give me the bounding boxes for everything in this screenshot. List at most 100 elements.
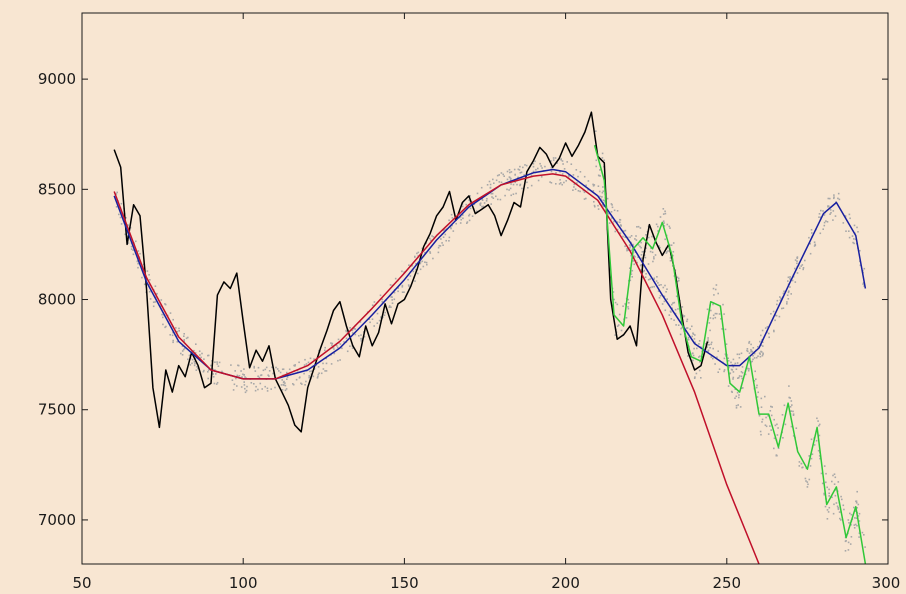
noise-point (360, 340, 363, 342)
noise-point (503, 175, 505, 177)
noise-point (761, 341, 764, 343)
noise-point (848, 230, 850, 232)
noise-point (595, 130, 597, 132)
x-tick-label: 250 (712, 574, 741, 592)
noise-point (295, 378, 298, 381)
noise-point (732, 376, 735, 379)
noise-point (844, 215, 847, 217)
noise-point (593, 201, 595, 203)
noise-point (401, 284, 404, 287)
noise-point (831, 496, 833, 499)
noise-point (663, 300, 666, 303)
noise-point (772, 310, 775, 313)
noise-point (622, 305, 624, 307)
noise-point (764, 327, 767, 329)
noise-point (685, 327, 688, 329)
noise-point (598, 190, 601, 193)
noise-point (240, 386, 243, 388)
noise-point (651, 251, 654, 254)
noise-point (735, 407, 738, 409)
noise-point (237, 364, 240, 367)
noise-point (637, 225, 640, 228)
noise-point (856, 507, 858, 509)
noise-point (378, 319, 381, 322)
noise-point (863, 267, 866, 270)
noise-point (732, 371, 735, 373)
noise-point (834, 476, 837, 479)
noise-point (148, 274, 150, 276)
noise-point (115, 206, 118, 208)
noise-point (611, 204, 613, 206)
noise-point (827, 206, 829, 208)
noise-point (630, 273, 633, 275)
noise-point (579, 171, 582, 173)
noise-point (284, 384, 287, 387)
noise-point (850, 536, 853, 538)
noise-point (309, 357, 312, 360)
noise-point (452, 230, 455, 232)
noise-point (451, 224, 453, 227)
noise-point (242, 373, 244, 376)
noise-point (742, 387, 744, 389)
noise-point (627, 249, 630, 251)
noise-point (712, 303, 714, 306)
noise-point (381, 300, 383, 303)
noise-point (653, 257, 655, 260)
noise-point (468, 214, 470, 217)
noise-point (691, 325, 693, 328)
noise-point (631, 276, 633, 278)
noise-point (448, 240, 450, 242)
noise-point (828, 492, 830, 495)
noise-point (794, 259, 797, 261)
noise-point (724, 328, 727, 331)
noise-point (416, 252, 418, 255)
noise-point (407, 284, 410, 286)
noise-point (183, 335, 185, 337)
noise-point (845, 540, 847, 542)
noise-point (322, 362, 324, 365)
noise-point (651, 286, 653, 288)
noise-point (616, 325, 619, 327)
noise-point (593, 184, 596, 186)
noise-point (154, 285, 157, 287)
noise-point (675, 324, 677, 326)
noise-point (724, 353, 727, 355)
noise-point (642, 250, 645, 253)
noise-point (602, 202, 605, 204)
noise-point (353, 327, 355, 330)
noise-point (663, 225, 666, 227)
noise-point (216, 361, 218, 363)
noise-point (301, 383, 303, 385)
noise-point (798, 461, 801, 463)
noise-point (611, 217, 613, 219)
noise-point (559, 179, 561, 181)
noise-point (842, 504, 845, 507)
noise-point (574, 188, 577, 190)
noise-point (132, 253, 135, 256)
noise-point (324, 346, 326, 349)
noise-point (390, 296, 392, 298)
noise-point (861, 531, 864, 534)
noise-point (130, 248, 133, 250)
noise-point (617, 324, 620, 326)
noise-point (795, 427, 798, 429)
noise-point (118, 213, 120, 216)
noise-point (853, 238, 855, 240)
noise-point (623, 230, 625, 232)
noise-point (393, 298, 396, 301)
noise-point (608, 222, 611, 224)
noise-point (506, 170, 509, 173)
noise-point (790, 293, 792, 295)
noise-point (407, 278, 409, 281)
noise-point (864, 546, 866, 548)
noise-point (530, 184, 533, 187)
noise-point (259, 382, 262, 385)
noise-point (376, 322, 379, 324)
noise-point (741, 372, 744, 374)
noise-point (244, 387, 246, 390)
noise-point (231, 379, 234, 381)
noise-point (243, 381, 245, 383)
noise-point (659, 246, 661, 249)
green-forecast-line (593, 145, 867, 564)
